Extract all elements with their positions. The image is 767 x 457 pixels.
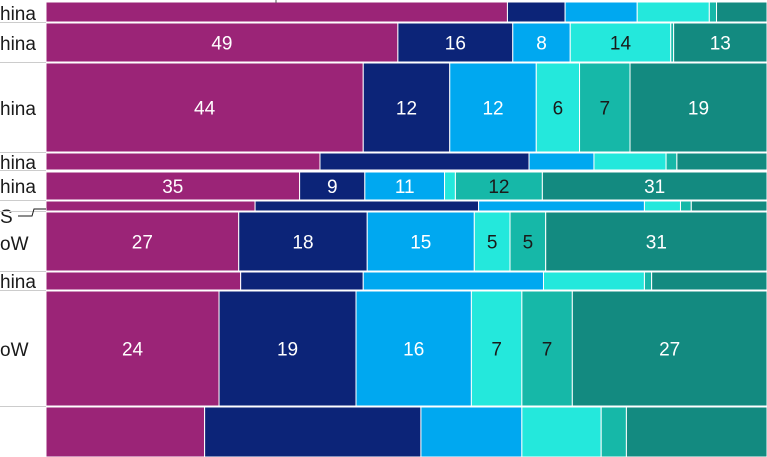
bar-segment — [366, 211, 475, 272]
data-label: 7 — [491, 340, 502, 361]
bar-segment — [45, 1, 508, 23]
data-label: 18 — [292, 233, 313, 254]
bar-segment — [708, 1, 718, 23]
bar-segment — [470, 290, 523, 407]
row-label: hina — [0, 34, 36, 55]
bar-segment — [45, 290, 220, 407]
bar-segment — [679, 200, 692, 212]
data-label: 19 — [688, 99, 709, 120]
bar-segment — [238, 211, 368, 272]
bar-segment — [506, 1, 566, 23]
bar-segment — [449, 62, 537, 153]
data-label: 5 — [523, 233, 534, 254]
data-label: 31 — [646, 233, 667, 254]
data-label: 6 — [553, 99, 564, 120]
label-connector — [18, 208, 46, 217]
bar-segment — [364, 171, 446, 201]
bar-segment — [45, 152, 321, 171]
data-label: 24 — [122, 340, 144, 361]
row-label: hina — [0, 272, 36, 293]
data-label: 31 — [644, 177, 665, 198]
data-label: 27 — [132, 233, 153, 254]
bar-segment — [45, 200, 256, 212]
data-label: 35 — [162, 177, 183, 198]
bar-segment — [397, 22, 514, 63]
data-label: 13 — [710, 34, 731, 55]
row-label: oW — [0, 234, 29, 255]
bar-segment — [673, 22, 767, 63]
row-labels-group: hina 49 16 8 14 13 hina 44 12 12 6 7 19 hina hina 35 9 11… — [0, 0, 731, 407]
bar-segment — [528, 152, 595, 171]
bar-segment — [579, 62, 631, 153]
bar-segment — [45, 211, 240, 272]
bar-segment — [204, 406, 422, 457]
data-label: 15 — [410, 233, 431, 254]
bar-segment — [545, 211, 767, 272]
bar-segment — [473, 211, 511, 272]
data-label: 7 — [599, 99, 610, 120]
bar-segment — [542, 271, 645, 291]
bars-group — [45, 1, 767, 457]
bar-segment — [240, 271, 364, 291]
bar-segment — [643, 200, 681, 212]
bar-segment — [319, 152, 530, 171]
bar-segment — [636, 1, 710, 23]
bar-segment — [299, 171, 366, 201]
bar-segment — [444, 171, 456, 201]
data-label: 7 — [542, 340, 553, 361]
bar-segment — [643, 271, 653, 291]
bar-segment — [45, 271, 242, 291]
bar-segment — [521, 406, 602, 457]
row-label: hina — [0, 153, 36, 174]
data-label: 27 — [659, 340, 680, 361]
bar-segment — [420, 406, 523, 457]
data-label: 14 — [610, 34, 632, 55]
data-label: 19 — [277, 340, 298, 361]
bar-segment — [651, 271, 767, 291]
bar-segment — [355, 290, 472, 407]
bar-segment — [600, 406, 627, 457]
row-label: hina — [0, 177, 36, 198]
bar-segment — [512, 22, 571, 63]
data-label: 11 — [395, 177, 415, 198]
bar-segment — [521, 290, 573, 407]
data-label: 8 — [536, 34, 547, 55]
bar-segment — [541, 171, 767, 201]
bar-segment — [690, 200, 767, 212]
bar-segment — [535, 62, 581, 153]
bar-segment — [218, 290, 357, 407]
bar-segment — [716, 1, 767, 23]
bar-segment — [454, 171, 543, 201]
bar-segment — [509, 211, 547, 272]
row-label: hina — [0, 4, 36, 25]
bar-segment — [665, 152, 678, 171]
bar-segment — [625, 406, 767, 457]
data-label: 16 — [445, 34, 466, 55]
bar-segment — [362, 62, 451, 153]
bar-segment — [45, 22, 399, 63]
data-label: 12 — [482, 99, 503, 120]
bar-segment — [45, 62, 364, 153]
data-label: 12 — [488, 177, 509, 198]
data-label: 16 — [403, 340, 424, 361]
bar-segment — [571, 290, 767, 407]
data-label: 9 — [327, 177, 338, 198]
bar-segment — [362, 271, 544, 291]
bar-segment — [254, 200, 480, 212]
row-label: S — [0, 207, 13, 228]
bar-segment — [629, 62, 767, 153]
bar-segment — [45, 406, 206, 457]
row-label: oW — [0, 340, 29, 361]
data-label: 49 — [211, 34, 232, 55]
bar-segment — [564, 1, 638, 23]
data-label: 12 — [396, 99, 417, 120]
row-label: hina — [0, 99, 36, 120]
bar-segment — [593, 152, 667, 171]
data-label: 44 — [194, 99, 216, 120]
data-label: 5 — [487, 233, 498, 254]
bar-segment — [478, 200, 645, 212]
bar-segment — [676, 152, 767, 171]
